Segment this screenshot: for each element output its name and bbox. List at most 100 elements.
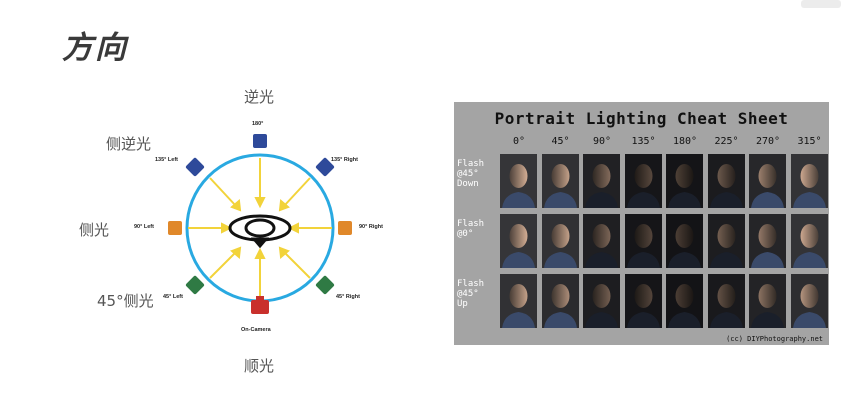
portrait-photo xyxy=(666,214,703,268)
light-45-left-icon xyxy=(185,275,205,295)
subject-head-icon xyxy=(228,214,292,249)
row-label-line: @45° xyxy=(457,169,479,179)
portrait-face-icon xyxy=(543,224,577,268)
slide-title: 方向 xyxy=(62,30,128,66)
portrait-photo xyxy=(624,214,662,268)
column-header: 135° xyxy=(631,136,656,147)
arrows xyxy=(188,158,332,296)
row-label-line: Flash xyxy=(457,279,485,289)
light-label-90-right: 90° Right xyxy=(359,224,383,230)
arrowhead-camera xyxy=(254,247,266,259)
light-90-left-icon xyxy=(168,221,182,235)
portrait-face-icon xyxy=(585,164,618,208)
portrait-face-icon xyxy=(668,164,701,208)
portrait-photo xyxy=(790,274,828,328)
portrait-photo xyxy=(749,274,786,328)
light-135-right-icon xyxy=(315,157,335,177)
row-label-line: @0° xyxy=(457,229,474,239)
column-header: 315° xyxy=(797,136,822,147)
column-header: 0° xyxy=(512,136,526,147)
portrait-photo xyxy=(790,214,828,268)
portrait-face-icon xyxy=(751,164,784,208)
portrait-photo xyxy=(541,274,579,328)
camera-icon xyxy=(251,296,269,314)
light-135-left-icon xyxy=(185,157,205,177)
row-label-line: Flash xyxy=(457,219,485,229)
portrait-photo xyxy=(583,214,620,268)
portrait-face-icon xyxy=(668,284,701,328)
row-label: Flash @45° Up xyxy=(457,279,501,309)
portrait-photo xyxy=(541,154,579,208)
arrowhead-45-left xyxy=(230,246,242,259)
portrait-face-icon xyxy=(751,284,784,328)
portrait-face-icon xyxy=(543,284,577,328)
arrow-from-135-right xyxy=(283,177,311,207)
lighting-diagram xyxy=(168,134,352,314)
portrait-face-icon xyxy=(626,284,660,328)
portrait-photo xyxy=(749,154,786,208)
row-label: Flash @0° xyxy=(457,219,501,239)
light-label-135-left: 135° Left xyxy=(155,157,178,163)
portrait-face-icon xyxy=(502,284,535,328)
portrait-photo xyxy=(624,154,662,208)
arrow-from-135-left xyxy=(209,177,237,207)
column-header: 45° xyxy=(551,136,570,147)
portrait-face-icon xyxy=(792,284,826,328)
portrait-lighting-cheat-sheet: Portrait Lighting Cheat Sheet (cc) DIYPh… xyxy=(454,102,829,345)
column-header: 270° xyxy=(755,136,781,147)
portrait-face-icon xyxy=(709,164,743,208)
portrait-photo xyxy=(624,274,662,328)
portrait-face-icon xyxy=(502,224,535,268)
portrait-face-icon xyxy=(792,164,826,208)
portrait-face-icon xyxy=(543,164,577,208)
portrait-photo xyxy=(749,214,786,268)
portrait-face-icon xyxy=(792,224,826,268)
light-label-90-left: 90° Left xyxy=(134,224,154,230)
row-label-line: Up xyxy=(457,299,468,309)
arrowhead-135-left xyxy=(230,199,242,212)
light-label-135-right: 135° Right xyxy=(331,157,358,163)
arrowhead-90-right xyxy=(287,222,299,234)
row-label: Flash @45° Down xyxy=(457,159,501,189)
label-45-side-light: 45°侧光 xyxy=(97,292,154,310)
portrait-photo xyxy=(583,154,620,208)
cheat-sheet-title: Portrait Lighting Cheat Sheet xyxy=(494,109,789,128)
light-45-right-icon xyxy=(315,275,335,295)
label-side-light: 侧光 xyxy=(79,221,110,239)
row-label-line: Down xyxy=(457,179,479,189)
light-label-45-left: 45° Left xyxy=(163,294,183,300)
arrowhead-180 xyxy=(254,197,266,209)
portrait-photo xyxy=(541,214,579,268)
portrait-face-icon xyxy=(626,164,660,208)
column-header: 180° xyxy=(672,136,698,147)
label-back-light: 逆光 xyxy=(244,88,275,106)
arrowhead-135-right xyxy=(278,199,290,212)
cheat-sheet-credit: (cc) DIYPhotography.net xyxy=(726,335,823,343)
row-label-line: Flash xyxy=(457,159,485,169)
light-label-on-camera: On-Camera xyxy=(241,327,271,333)
portrait-photo xyxy=(666,154,703,208)
column-header: 90° xyxy=(592,136,612,147)
portrait-face-icon xyxy=(709,284,743,328)
portrait-face-icon xyxy=(709,224,743,268)
watermark xyxy=(801,0,841,8)
portrait-face-icon xyxy=(585,284,618,328)
portrait-photo xyxy=(707,274,745,328)
portrait-photo xyxy=(500,214,537,268)
portrait-photo xyxy=(500,154,537,208)
portrait-photo xyxy=(583,274,620,328)
light-label-180: 180° xyxy=(252,121,264,127)
portrait-photo xyxy=(500,274,537,328)
portrait-face-icon xyxy=(502,164,535,208)
portrait-photo xyxy=(666,274,703,328)
arrowhead-90-left xyxy=(221,222,233,234)
portrait-face-icon xyxy=(585,224,618,268)
light-180-icon xyxy=(253,134,267,148)
light-90-right-icon xyxy=(338,221,352,235)
label-front-light: 顺光 xyxy=(244,357,275,375)
arrow-from-45-left xyxy=(209,251,237,279)
label-side-back-light: 侧逆光 xyxy=(106,135,152,153)
portrait-photo xyxy=(707,214,745,268)
portrait-face-icon xyxy=(751,224,784,268)
